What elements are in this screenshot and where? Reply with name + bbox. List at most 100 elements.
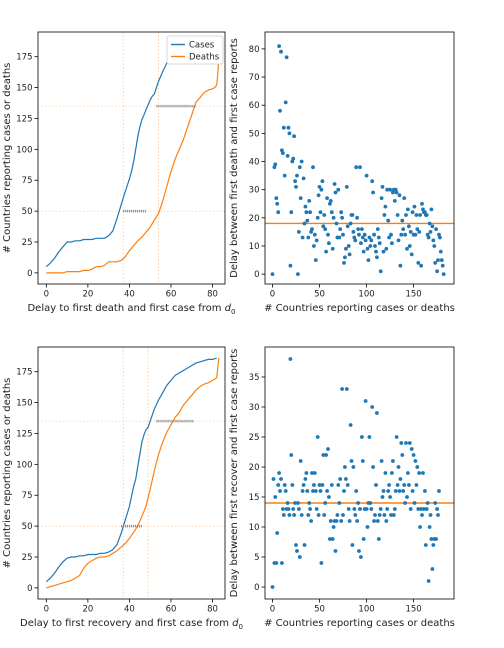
x-axis-label: # Countries reporting cases or deaths (264, 618, 455, 629)
scatter-point (326, 447, 330, 451)
scatter-point (396, 465, 401, 469)
scatter-point (328, 519, 333, 523)
scatter-point (420, 513, 424, 517)
scatter-point (278, 108, 282, 113)
scatter-point (359, 241, 363, 246)
axes-frame (264, 31, 455, 285)
scatter-point (366, 258, 371, 262)
y-axis-label: # Countries reporting cases or deaths (2, 63, 13, 254)
scatter-point (401, 227, 406, 232)
x-axis-label: # Countries reporting cases or deaths (264, 303, 455, 314)
scatter-point (341, 232, 345, 237)
scatter-point (403, 232, 407, 237)
scatter-point (328, 199, 333, 203)
scatter-point (311, 165, 315, 170)
y-tick-label: 75 (22, 491, 33, 501)
scatter-point (300, 489, 305, 493)
scatter-point (338, 227, 343, 232)
scatter-point (376, 537, 381, 541)
scatter-point (323, 501, 328, 505)
scatter-point (312, 483, 316, 487)
scatter-point (324, 453, 328, 457)
scatter-point (400, 453, 405, 457)
axes-frame (37, 346, 226, 600)
scatter-point (329, 210, 334, 215)
scatter-point (395, 483, 400, 487)
scatter-point (327, 495, 331, 499)
scatter-point (319, 187, 324, 192)
scatter-point (423, 543, 428, 547)
y-tick-label: 50 (249, 129, 260, 139)
scatter-point (273, 162, 278, 167)
scatter-point (416, 261, 421, 265)
y-tick-label: 150 (16, 84, 32, 94)
y-axis-label: # Countries reporting cases or deaths (2, 378, 13, 569)
scatter-point (348, 221, 353, 226)
scatter-point (391, 513, 396, 517)
scatter-point (360, 459, 365, 463)
scatter-point (336, 483, 341, 487)
y-tick-label: 0 (27, 584, 32, 594)
scatter-point (375, 227, 380, 232)
legend-label-deaths: Deaths (189, 53, 220, 63)
x-tick-label: 60 (166, 290, 177, 300)
scatter-point (351, 230, 356, 234)
scatter-point (394, 435, 399, 439)
scatter-point (419, 507, 423, 511)
scatter-point (363, 238, 368, 243)
scatter-point (285, 154, 290, 158)
scatter-point (426, 579, 431, 583)
scatter-point (318, 489, 323, 493)
x-tick-label: 60 (166, 605, 177, 615)
scatter-point (271, 477, 276, 481)
scatter-point (427, 525, 432, 529)
scatter-point (334, 519, 339, 523)
scatter-point (367, 235, 372, 240)
scatter-point (380, 495, 385, 499)
scatter-point (316, 193, 321, 198)
scatter-point (369, 238, 374, 243)
scatter-point (441, 272, 446, 276)
y-tick-label: 0 (254, 583, 259, 593)
scatter-point (397, 193, 402, 198)
scatter-point (383, 204, 388, 209)
scatter-point (433, 261, 438, 265)
scatter-point (347, 252, 352, 257)
scatter-point (408, 507, 413, 511)
scatter-point (350, 543, 355, 547)
y-tick-label: 80 (249, 45, 260, 55)
scatter-point (275, 201, 280, 206)
scatter-point (322, 513, 327, 517)
scatter-point (301, 176, 306, 181)
scatter-point (430, 567, 435, 571)
x-tick-label: 40 (124, 290, 135, 300)
scatter-point (414, 213, 419, 217)
plot-area (38, 32, 225, 284)
y-tick-label: 10 (249, 242, 260, 252)
y-axis-label: Delay between first death and first case… (229, 38, 240, 278)
scatter-point (344, 387, 349, 391)
scatter-point (371, 190, 375, 195)
scatter-point (377, 513, 382, 517)
scatter-point (363, 399, 368, 403)
scatter-point (381, 489, 386, 493)
scatter-point (382, 513, 387, 517)
scatter-point (430, 224, 435, 229)
scatter-point (358, 165, 362, 170)
scatter-point (360, 235, 365, 240)
scatter-point (297, 555, 302, 559)
y-tick-label: 20 (249, 463, 260, 473)
scatter-point (435, 269, 439, 274)
scatter-point (417, 471, 422, 475)
scatter-point (439, 258, 444, 262)
scatter-point (377, 241, 382, 246)
scatter-point (433, 501, 438, 505)
scatter-point (297, 507, 301, 511)
scatter-point (392, 507, 397, 511)
y-tick-label: 175 (16, 53, 32, 63)
scatter-point (416, 507, 421, 511)
plot-area (265, 44, 454, 276)
scatter-point (329, 483, 334, 487)
scatter-point (364, 173, 369, 178)
